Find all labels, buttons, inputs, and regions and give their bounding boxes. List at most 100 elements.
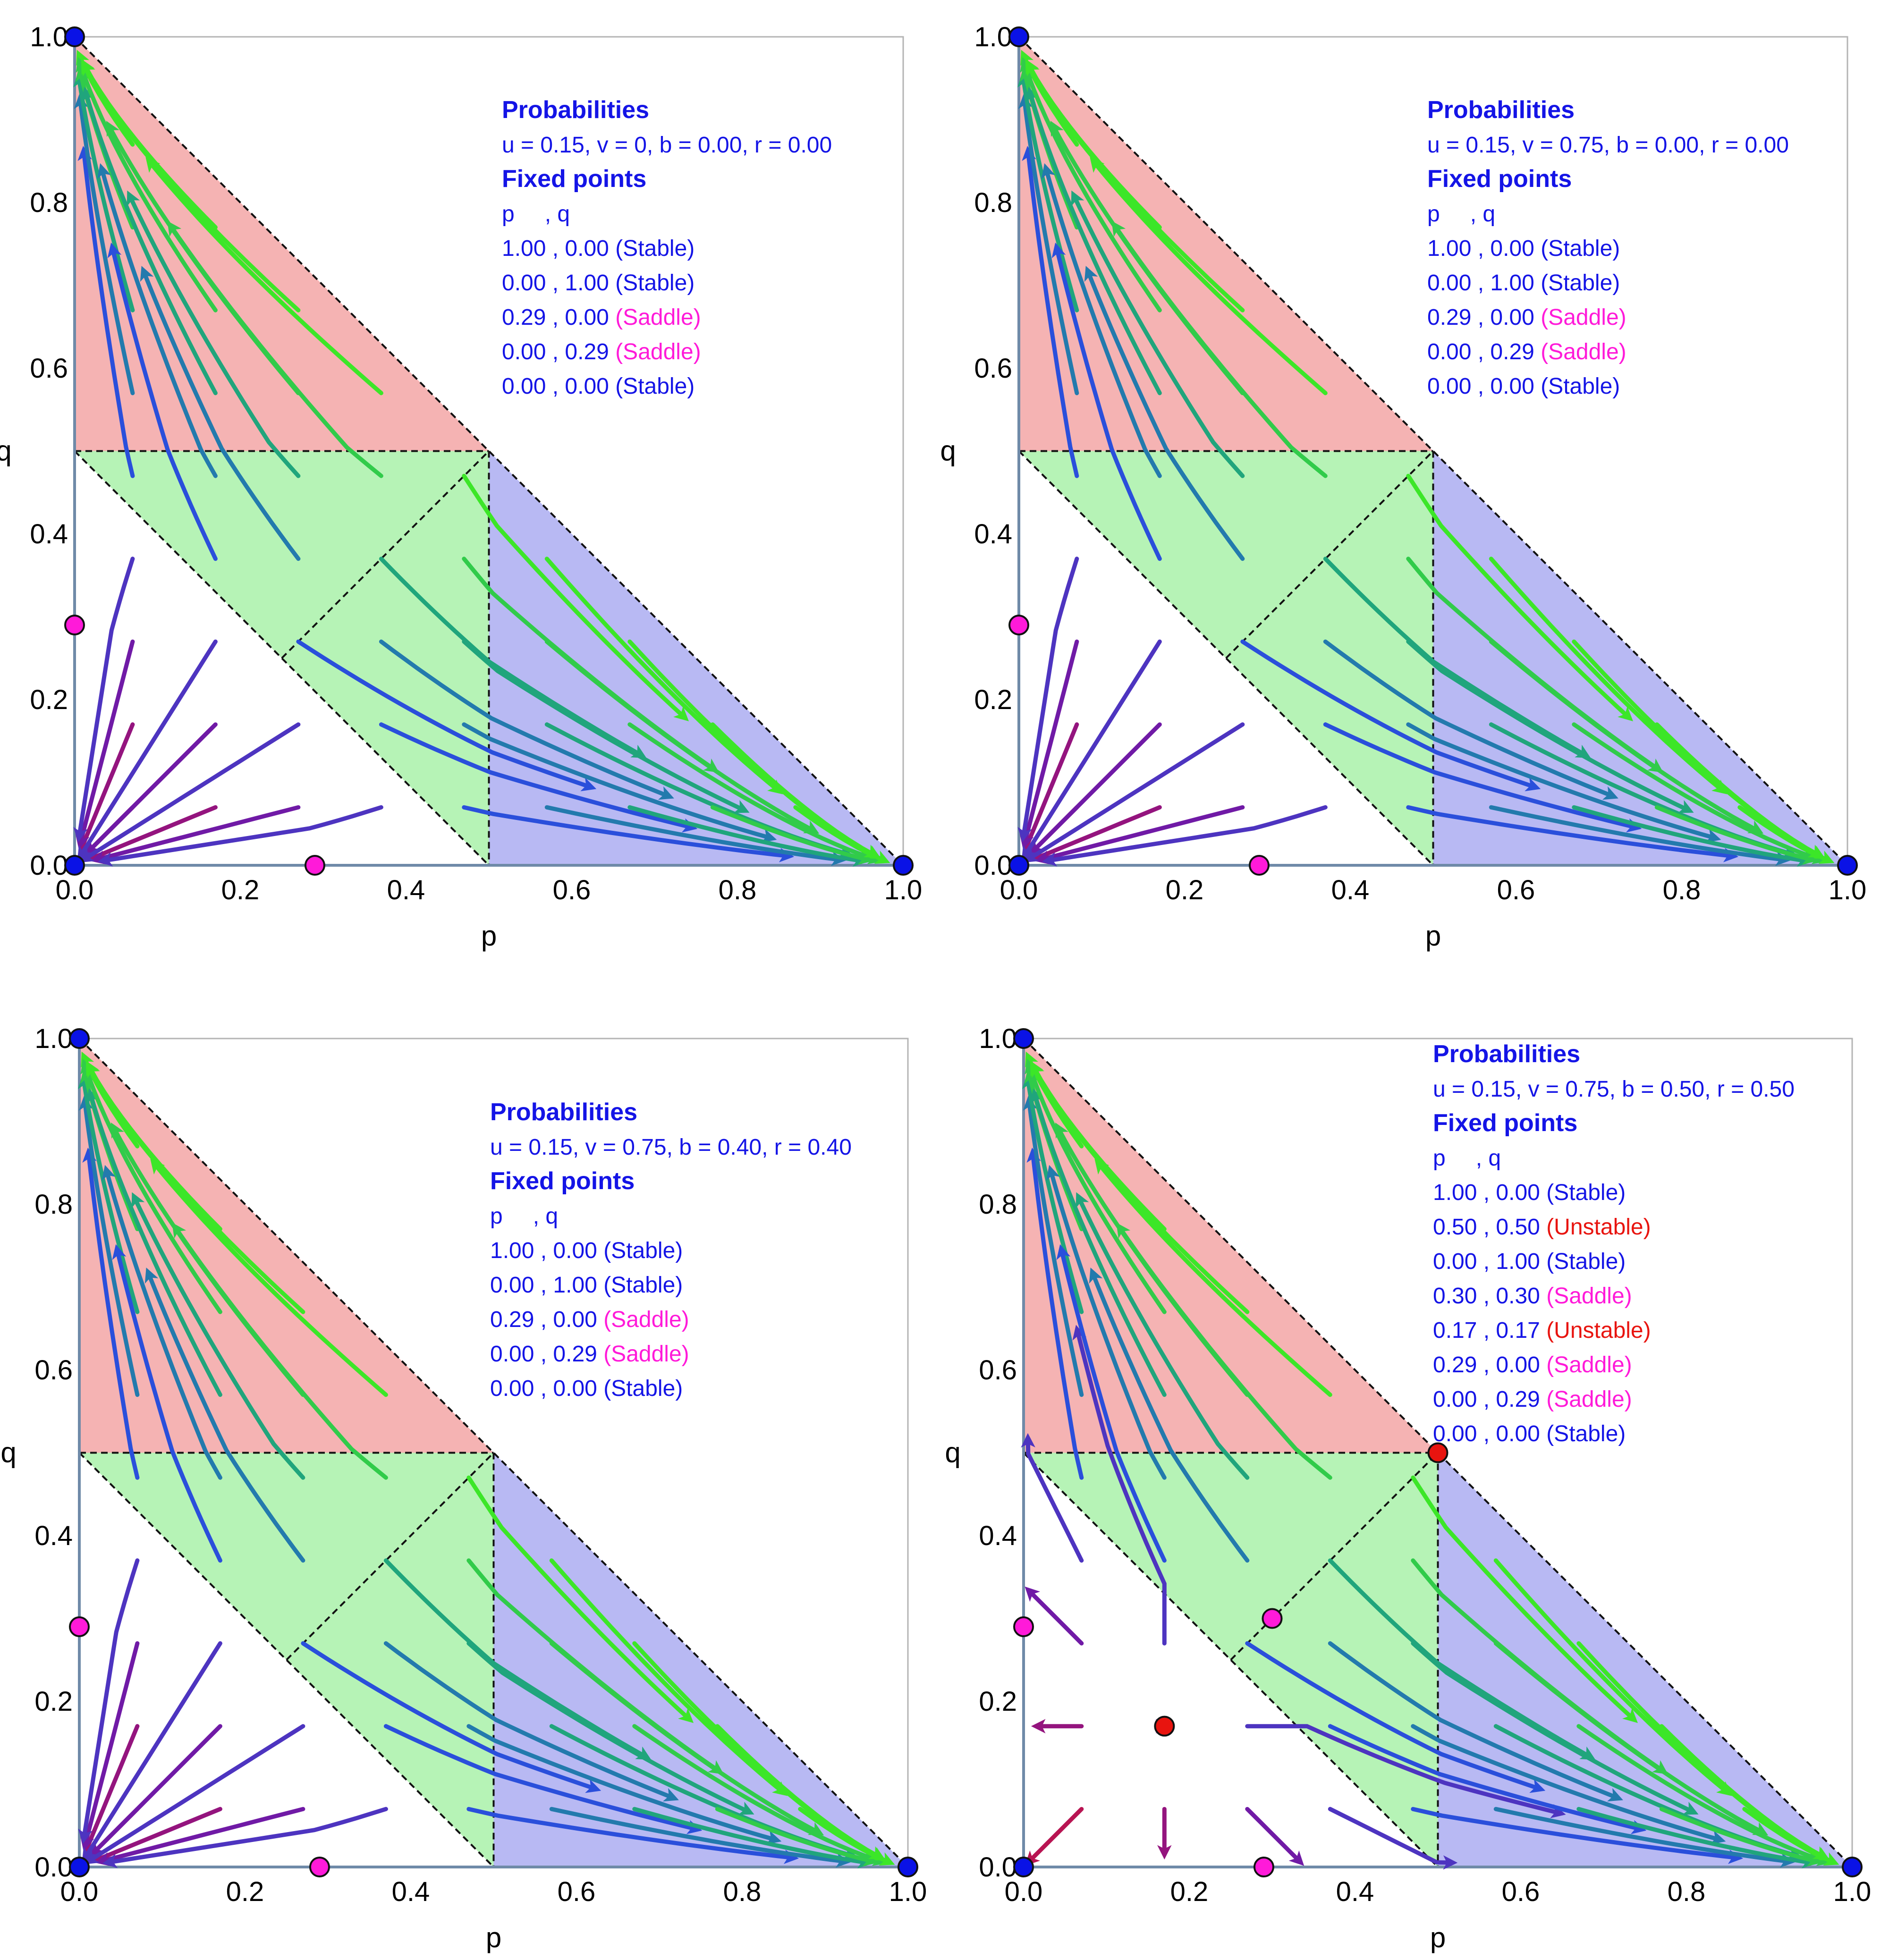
fixed-point-marker [64,615,85,636]
fixed-point-row: 0.00 , 0.00 (Stable) [502,374,695,399]
streamline [1116,1222,1332,1480]
streamline [1411,1724,1726,1845]
chart-panel-1: 0.0 0.2 0.4 0.6 0.8 1.0 0.0 0.2 0.4 0.6 0.8 1.0 p q Pr… [0,22,922,952]
fixed-point-row: 0.29 , 0.00 (Saddle) [502,305,701,330]
streamline [544,639,820,834]
info-title: Probabilities [1433,1040,1580,1068]
streamline [710,722,880,858]
streamline [549,1807,851,1868]
streamline [73,557,135,843]
streamlines [1021,1051,1839,1870]
streamline [1323,639,1618,800]
streamline [1041,163,1162,478]
y-axis-label: q [0,435,12,467]
streamline [167,220,383,478]
fixed-point-row: 0.00 , 0.29 (Saddle) [1427,339,1626,364]
streamline [544,805,847,866]
streamline [1406,473,1634,722]
info-column-header: p, q [1427,202,1495,227]
streamline [1072,1325,1167,1646]
streamline [1071,190,1245,478]
fixed-point-row: 0.00 , 1.00 (Stable) [490,1273,683,1298]
y-tick-label: 0.2 [979,1686,1017,1717]
streamline [1489,557,1728,794]
info-params: u = 0.15, v = 0.75, b = 0.50, r = 0.50 [1433,1077,1795,1102]
fixed-point-row: 0.00 , 0.00 (Stable) [490,1376,683,1401]
streamline [632,1724,888,1866]
streamline [1017,557,1079,843]
x-tick-label: 0.8 [1663,875,1701,905]
streamline [1576,1724,1832,1866]
fixed-point-marker [1013,1857,1034,1877]
streamline [549,1558,788,1796]
streamline [1659,1724,1829,1860]
streamline [81,86,218,396]
streamline [102,1165,222,1480]
fixed-point-row: 0.00 , 0.29 (Saddle) [1433,1387,1632,1412]
streamline [1323,722,1642,833]
fixed-point-row: 1.00 , 0.00 (Stable) [1427,236,1620,261]
streamline [1742,1807,1839,1866]
streamline [462,722,777,843]
streamline [462,473,689,722]
fixed-point-row: 1.00 , 0.00 (Stable) [1433,1180,1626,1205]
streamline [1026,1148,1084,1480]
streamline [85,1060,305,1314]
streamline [107,242,218,561]
streamline [1411,1807,1743,1864]
fixed-point-marker [309,1857,330,1877]
streamline [1411,1641,1699,1815]
fixed-point-marker [1248,855,1270,876]
streamline [1245,1641,1546,1793]
streamline [627,722,883,864]
streamline [1406,722,1721,843]
streamline [1023,722,1245,863]
fixed-point-row: 0.29 , 0.00 (Saddle) [1427,305,1626,330]
streamline [715,1724,885,1860]
fixed-point-marker [69,1028,90,1049]
fixed-point-row: 0.50 , 0.50 (Unstable) [1433,1215,1651,1240]
info-title: Probabilities [490,1098,637,1126]
y-tick-label: 0.4 [974,519,1012,549]
y-tick-label: 0.8 [974,187,1012,218]
fixed-point-marker [1008,26,1029,47]
x-axis-label: p [486,1922,501,1953]
fixed-point-row: 0.00 , 1.00 (Stable) [1433,1249,1626,1274]
streamline [1493,1641,1769,1836]
x-tick-label: 0.0 [56,875,94,905]
streamline [1328,1641,1623,1802]
x-axis-label: p [481,920,497,952]
streamline [97,805,383,867]
y-tick-label: 0.0 [974,850,1012,881]
info-params: u = 0.15, v = 0.75, b = 0.40, r = 0.40 [490,1135,852,1160]
y-tick-label: 1.0 [30,22,68,52]
y-tick-label: 0.8 [979,1189,1017,1220]
x-tick-label: 0.0 [1005,1876,1043,1907]
info-params: u = 0.15, v = 0.75, b = 0.00, r = 0.00 [1427,133,1789,158]
fixed-point-row: 0.00 , 0.29 (Saddle) [502,339,701,364]
y-axis-label: q [0,1437,16,1469]
streamline [301,1641,601,1793]
fixed-point-marker [1154,1715,1175,1737]
streamline [1021,639,1162,861]
streamline [1245,1807,1305,1866]
streamline [1076,1192,1250,1480]
streamline [84,1724,305,1865]
info-fixed-header: Fixed points [1433,1109,1577,1137]
fixed-point-marker [1013,1028,1034,1049]
streamline [466,1641,754,1815]
x-tick-label: 0.8 [723,1876,762,1907]
fixed-point-marker [69,1616,90,1638]
chart-panel-3: 0.0 0.2 0.4 0.6 0.8 1.0 0.0 0.2 0.4 0.6 0.8 1.0 p q Pr… [0,1023,927,1953]
x-tick-label: 0.2 [1166,875,1204,905]
streamline [632,1807,873,1869]
streamline [1018,93,1079,396]
x-tick-label: 0.2 [221,875,260,905]
fixed-point-row: 0.30 , 0.30 (Saddle) [1433,1284,1632,1309]
fixed-point-row: 0.29 , 0.00 (Saddle) [1433,1352,1632,1377]
fixed-point-row: 0.00 , 0.00 (Stable) [1427,374,1620,399]
fixed-point-row: 0.00 , 0.00 (Stable) [1433,1421,1626,1446]
streamline [1493,1558,1732,1796]
info-column-header: p, q [490,1204,558,1229]
streamline [1030,805,1162,862]
